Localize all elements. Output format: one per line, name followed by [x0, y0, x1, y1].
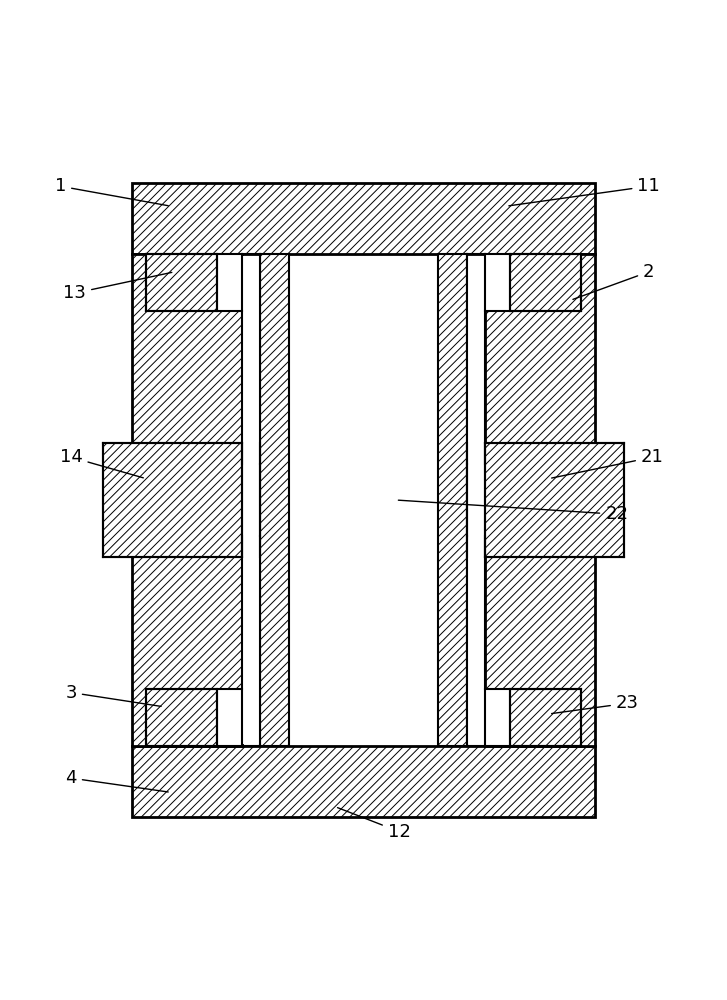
Text: 13: 13 [63, 272, 172, 302]
Bar [132, 746, 595, 817]
Text: 2: 2 [573, 263, 654, 299]
Bar [146, 254, 217, 311]
Bar [132, 183, 595, 254]
Bar [485, 254, 581, 311]
Bar [485, 254, 595, 746]
Text: 3: 3 [65, 684, 161, 706]
Text: 12: 12 [337, 808, 411, 841]
Bar [260, 254, 289, 746]
Text: 1: 1 [55, 177, 168, 206]
Text: 23: 23 [552, 694, 639, 714]
Text: 22: 22 [398, 500, 628, 523]
Text: 21: 21 [552, 448, 664, 478]
Bar [485, 689, 581, 746]
Bar [510, 689, 581, 746]
Bar [146, 689, 242, 746]
Text: 11: 11 [509, 177, 660, 206]
Bar [467, 256, 485, 744]
Bar [510, 254, 581, 311]
Bar [103, 443, 242, 557]
Bar [438, 254, 467, 746]
Bar [146, 254, 242, 311]
Bar [242, 256, 260, 744]
Bar [485, 443, 624, 557]
Text: 4: 4 [65, 769, 168, 792]
Bar [132, 254, 242, 746]
Text: 14: 14 [60, 448, 143, 478]
Bar [146, 689, 217, 746]
